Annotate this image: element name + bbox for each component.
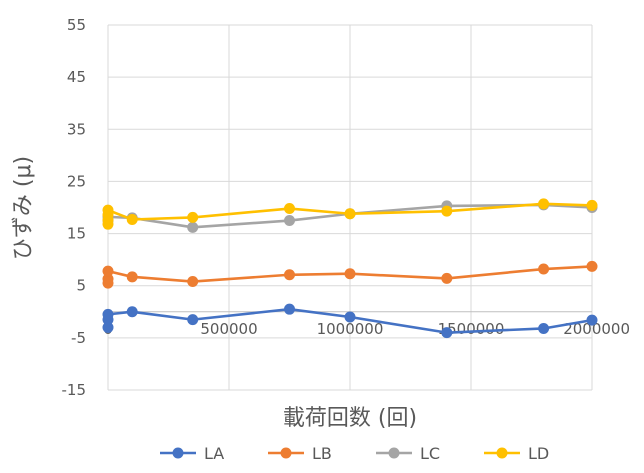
data-point bbox=[441, 205, 453, 217]
legend-label: LB bbox=[312, 444, 332, 463]
x-tick-label: 500000 bbox=[200, 320, 257, 338]
data-point bbox=[102, 273, 114, 285]
y-tick-label: -5 bbox=[71, 329, 86, 347]
y-tick-label: 45 bbox=[67, 68, 86, 86]
data-point bbox=[102, 265, 114, 277]
legend-item-LB: LB bbox=[268, 444, 332, 463]
legend-label: LD bbox=[528, 444, 549, 463]
data-point bbox=[441, 272, 453, 284]
data-point bbox=[187, 211, 199, 223]
data-point bbox=[538, 263, 550, 275]
data-point bbox=[102, 321, 114, 333]
y-tick-label: 15 bbox=[67, 225, 86, 243]
data-point bbox=[102, 204, 114, 216]
data-point bbox=[102, 308, 114, 320]
x-axis-title: 載荷回数 (回) bbox=[283, 406, 417, 431]
data-point bbox=[538, 322, 550, 334]
legend-marker bbox=[388, 447, 400, 459]
data-point bbox=[284, 215, 295, 227]
series-group bbox=[102, 198, 598, 339]
legend-item-LD: LD bbox=[484, 444, 549, 463]
series-LA bbox=[102, 303, 598, 339]
y-tick-label: 25 bbox=[67, 172, 86, 190]
data-point bbox=[586, 314, 598, 326]
legend: LA LB LC LD bbox=[160, 444, 549, 463]
x-tick-label: 2000000 bbox=[563, 320, 630, 338]
y-axis-title: ひずみ (μ) bbox=[11, 156, 36, 260]
data-point bbox=[187, 314, 199, 326]
data-point bbox=[126, 213, 138, 225]
data-point bbox=[344, 208, 356, 220]
series-LB bbox=[102, 260, 598, 289]
data-point bbox=[538, 198, 550, 210]
y-tick-labels: -15 -5 5 15 25 35 45 55 bbox=[62, 16, 87, 399]
legend-marker bbox=[280, 447, 292, 459]
series-LD bbox=[102, 198, 598, 230]
y-tick-label: 35 bbox=[67, 120, 86, 138]
y-tick-label: 5 bbox=[76, 277, 86, 295]
y-tick-label: 55 bbox=[67, 16, 86, 34]
data-point bbox=[441, 327, 453, 339]
legend-marker bbox=[172, 447, 184, 459]
legend-item-LC: LC bbox=[376, 444, 440, 463]
legend-marker bbox=[496, 447, 508, 459]
data-point bbox=[344, 268, 356, 280]
data-point bbox=[284, 303, 295, 315]
legend-label: LC bbox=[420, 444, 440, 463]
data-point bbox=[284, 269, 295, 281]
x-tick-label: 1000000 bbox=[317, 320, 384, 338]
data-point bbox=[187, 221, 199, 233]
legend-label: LA bbox=[204, 444, 224, 463]
y-tick-label: -15 bbox=[62, 381, 87, 399]
x-tick-labels: 0500000100000015000002000000 bbox=[103, 320, 630, 338]
data-point bbox=[586, 199, 598, 211]
data-point bbox=[344, 311, 356, 323]
data-point bbox=[126, 271, 138, 283]
data-point bbox=[187, 276, 199, 288]
legend-item-LA: LA bbox=[160, 444, 224, 463]
data-point bbox=[284, 203, 295, 215]
data-point bbox=[126, 306, 138, 318]
data-point bbox=[586, 260, 598, 272]
